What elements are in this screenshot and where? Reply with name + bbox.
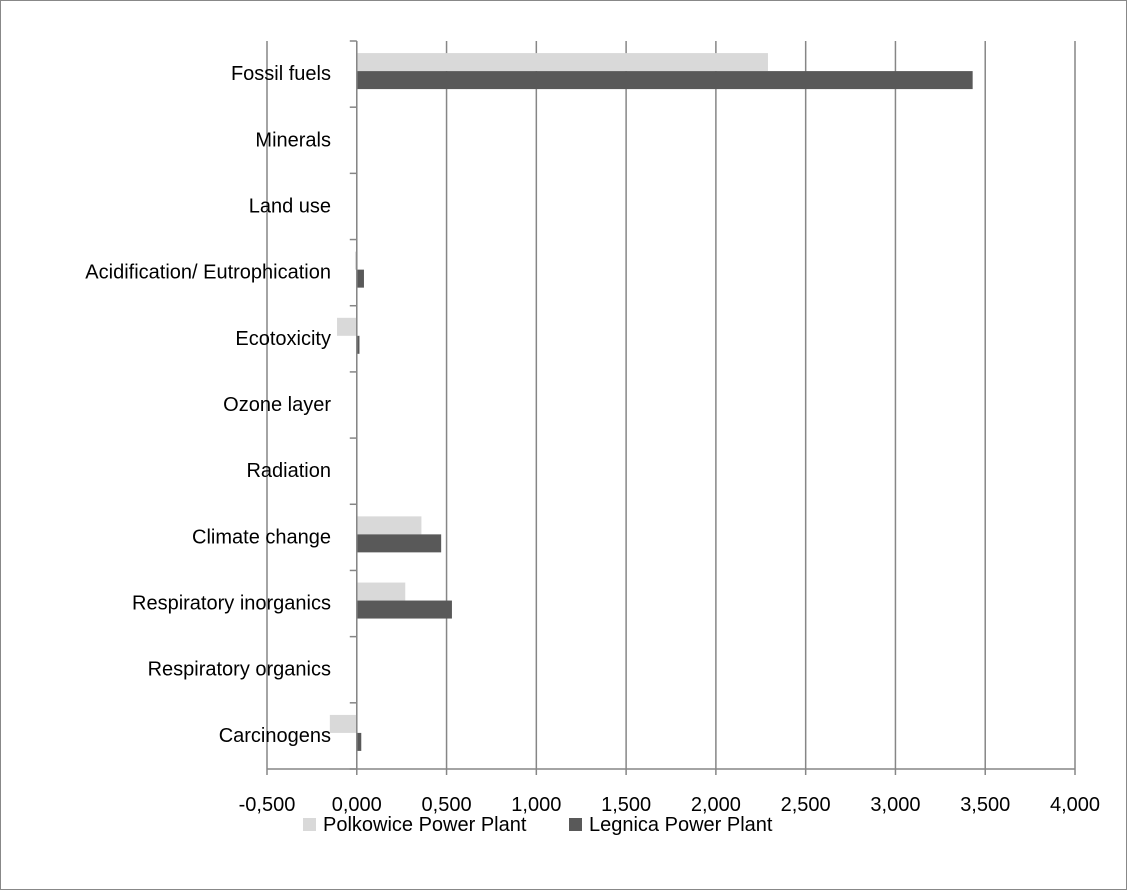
bar-polkowice xyxy=(337,318,357,336)
legend-swatch xyxy=(303,818,316,831)
category-label: Minerals xyxy=(255,129,331,151)
tick-labels: -0,500 0,000 0,500 1,000 1,500 2,000 2,500 3,00… xyxy=(239,794,1100,816)
bar-legnica xyxy=(357,534,441,552)
category-labels: Fossil fuels Minerals Land use Acidificatio… xyxy=(85,63,331,747)
category-label: Radiation xyxy=(246,460,331,482)
x-tick-label: 2,000 xyxy=(691,794,741,816)
bar-polkowice xyxy=(357,516,422,534)
x-tick-label: 2,500 xyxy=(781,794,831,816)
legend-swatch xyxy=(569,818,582,831)
x-tick-label: 4,000 xyxy=(1050,794,1100,816)
x-tick-label: 3,000 xyxy=(870,794,920,816)
legend-label: Polkowice Power Plant xyxy=(323,814,527,836)
x-tick-label: -0,500 xyxy=(239,794,296,816)
category-label: Ecotoxicity xyxy=(235,328,331,350)
category-label: Fossil fuels xyxy=(231,63,331,85)
category-label: Acidification/ Eutrophication xyxy=(85,262,331,284)
x-tick-label: 0,000 xyxy=(332,794,382,816)
category-label: Respiratory organics xyxy=(148,659,331,681)
bar-legnica xyxy=(357,270,364,288)
x-tick-label: 0,500 xyxy=(422,794,472,816)
bar-polkowice xyxy=(357,53,768,71)
bar-legnica xyxy=(357,71,973,89)
category-label: Climate change xyxy=(192,526,331,548)
bars xyxy=(330,53,973,751)
x-tick-label: 3,500 xyxy=(960,794,1010,816)
category-label: Ozone layer xyxy=(223,394,331,416)
x-tick-label: 1,500 xyxy=(601,794,651,816)
grid-lines xyxy=(267,41,1075,769)
bar-polkowice xyxy=(330,715,357,733)
axes xyxy=(267,41,1075,775)
x-tick-label: 1,000 xyxy=(511,794,561,816)
bar-legnica xyxy=(357,601,452,619)
category-label: Land use xyxy=(249,195,331,217)
legend: Polkowice Power Plant Legnica Power Plant xyxy=(303,814,773,836)
category-label: Carcinogens xyxy=(219,725,331,747)
category-label: Respiratory inorganics xyxy=(132,593,331,615)
bar-polkowice xyxy=(357,583,405,601)
legend-label: Legnica Power Plant xyxy=(589,814,773,836)
